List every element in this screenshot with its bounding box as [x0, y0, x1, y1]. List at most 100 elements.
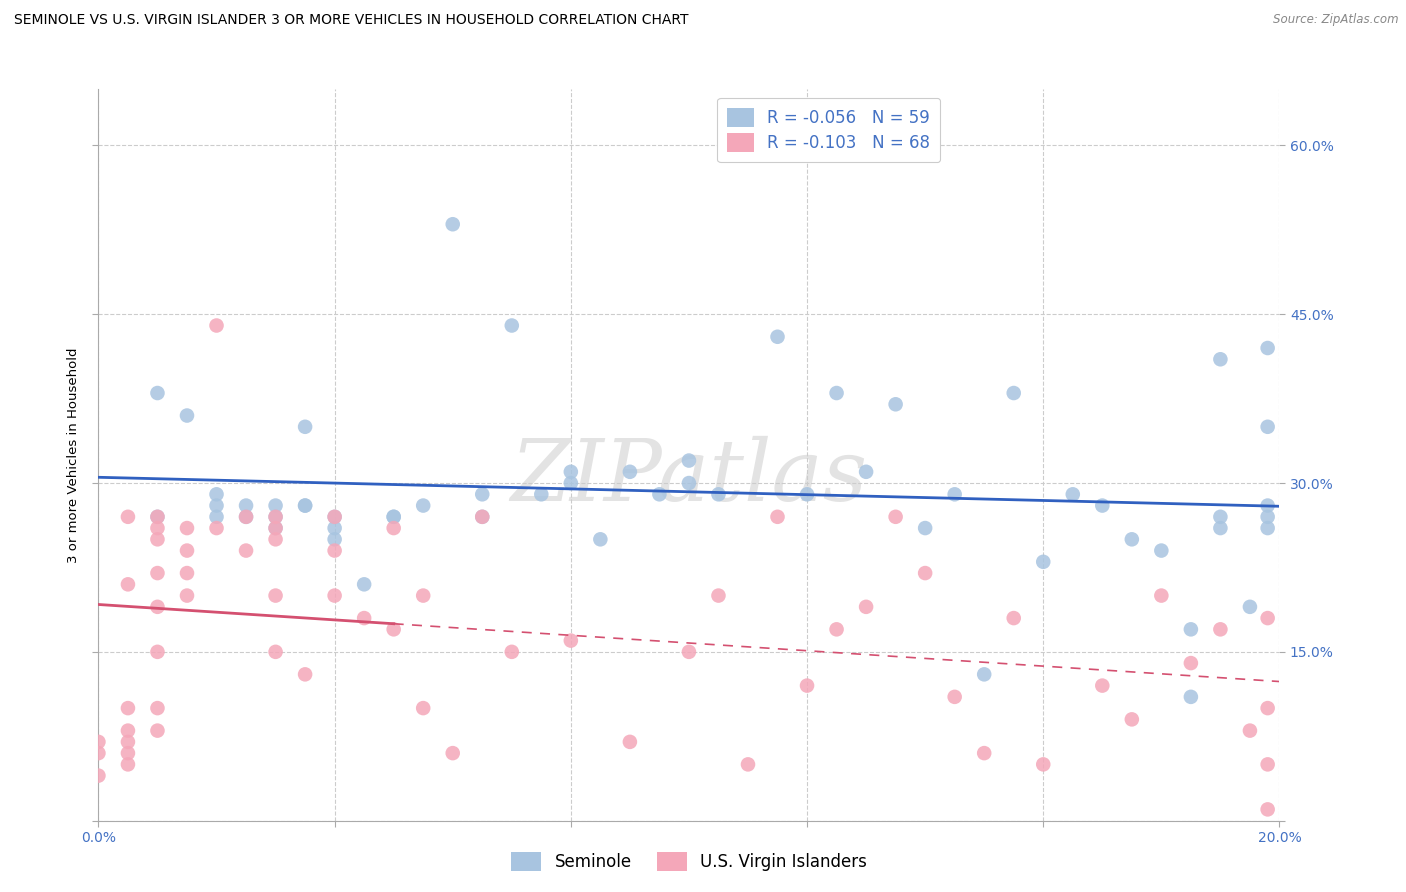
- Point: [264, 521, 287, 535]
- Point: [382, 623, 405, 637]
- Point: [973, 667, 995, 681]
- Point: [235, 509, 257, 524]
- Point: [87, 746, 110, 760]
- Point: [766, 330, 789, 344]
- Point: [530, 487, 553, 501]
- Point: [176, 543, 198, 558]
- Point: [1257, 341, 1279, 355]
- Point: [264, 521, 287, 535]
- Point: [1180, 656, 1202, 670]
- Point: [1150, 589, 1173, 603]
- Point: [382, 509, 405, 524]
- Point: [353, 577, 375, 591]
- Point: [943, 487, 966, 501]
- Point: [117, 757, 139, 772]
- Point: [1257, 701, 1279, 715]
- Point: [146, 566, 169, 580]
- Point: [1209, 352, 1232, 367]
- Point: [560, 633, 582, 648]
- Point: [382, 521, 405, 535]
- Point: [1180, 690, 1202, 704]
- Point: [294, 499, 316, 513]
- Point: [117, 746, 139, 760]
- Point: [264, 533, 287, 547]
- Point: [235, 509, 257, 524]
- Text: Source: ZipAtlas.com: Source: ZipAtlas.com: [1274, 13, 1399, 27]
- Point: [678, 476, 700, 491]
- Point: [264, 645, 287, 659]
- Point: [1257, 802, 1279, 816]
- Point: [973, 746, 995, 760]
- Point: [117, 723, 139, 738]
- Point: [264, 509, 287, 524]
- Point: [825, 386, 848, 401]
- Point: [1239, 599, 1261, 614]
- Point: [117, 509, 139, 524]
- Point: [1002, 611, 1025, 625]
- Point: [146, 521, 169, 535]
- Point: [1002, 386, 1025, 401]
- Point: [471, 509, 494, 524]
- Point: [441, 746, 464, 760]
- Point: [855, 465, 877, 479]
- Point: [1239, 723, 1261, 738]
- Point: [1257, 757, 1279, 772]
- Point: [1062, 487, 1084, 501]
- Point: [471, 509, 494, 524]
- Point: [146, 386, 169, 401]
- Point: [1257, 611, 1279, 625]
- Point: [87, 769, 110, 783]
- Point: [117, 735, 139, 749]
- Point: [737, 757, 759, 772]
- Point: [1032, 555, 1054, 569]
- Point: [560, 476, 582, 491]
- Point: [146, 509, 169, 524]
- Point: [678, 453, 700, 467]
- Point: [1091, 499, 1114, 513]
- Point: [323, 589, 346, 603]
- Point: [146, 645, 169, 659]
- Point: [264, 499, 287, 513]
- Point: [412, 701, 434, 715]
- Point: [1209, 521, 1232, 535]
- Point: [235, 543, 257, 558]
- Point: [176, 409, 198, 423]
- Point: [441, 217, 464, 231]
- Point: [1091, 679, 1114, 693]
- Point: [412, 589, 434, 603]
- Point: [648, 487, 671, 501]
- Point: [323, 543, 346, 558]
- Y-axis label: 3 or more Vehicles in Household: 3 or more Vehicles in Household: [66, 347, 80, 563]
- Point: [412, 499, 434, 513]
- Point: [884, 509, 907, 524]
- Point: [146, 599, 169, 614]
- Point: [766, 509, 789, 524]
- Point: [855, 599, 877, 614]
- Point: [205, 487, 228, 501]
- Point: [117, 701, 139, 715]
- Point: [619, 735, 641, 749]
- Point: [146, 701, 169, 715]
- Point: [1257, 521, 1279, 535]
- Point: [146, 533, 169, 547]
- Point: [294, 419, 316, 434]
- Point: [323, 509, 346, 524]
- Point: [1209, 509, 1232, 524]
- Point: [884, 397, 907, 411]
- Point: [205, 499, 228, 513]
- Point: [264, 509, 287, 524]
- Point: [205, 509, 228, 524]
- Point: [323, 509, 346, 524]
- Point: [1257, 509, 1279, 524]
- Point: [235, 499, 257, 513]
- Point: [1180, 623, 1202, 637]
- Point: [87, 735, 110, 749]
- Point: [146, 509, 169, 524]
- Point: [1032, 757, 1054, 772]
- Point: [117, 577, 139, 591]
- Point: [501, 645, 523, 659]
- Point: [707, 487, 730, 501]
- Point: [1257, 499, 1279, 513]
- Legend: Seminole, U.S. Virgin Islanders: Seminole, U.S. Virgin Islanders: [505, 846, 873, 878]
- Point: [825, 623, 848, 637]
